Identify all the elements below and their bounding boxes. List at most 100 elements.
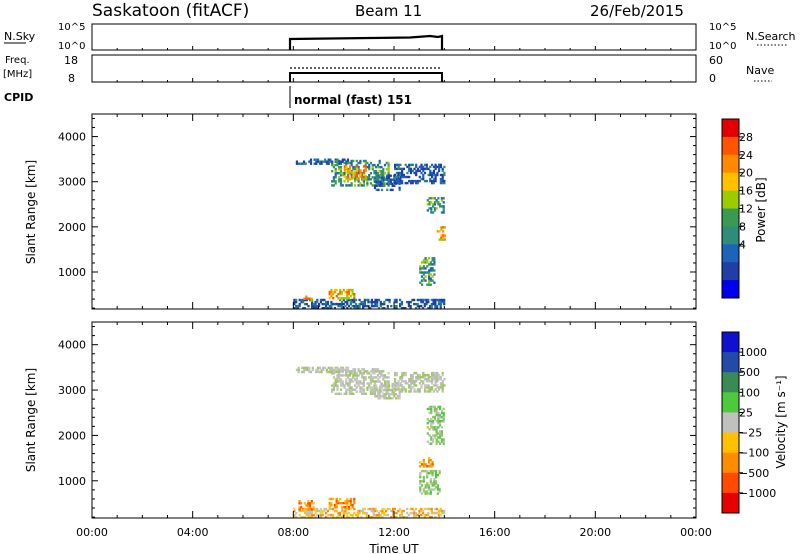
echo-cell xyxy=(426,465,429,468)
echo-cell xyxy=(341,366,344,370)
echo-cell xyxy=(349,288,352,292)
echo-cell xyxy=(426,474,429,477)
echo-cell xyxy=(423,386,427,389)
echo-cell xyxy=(348,178,351,181)
echo-cell xyxy=(368,167,371,171)
echo-cell xyxy=(373,368,376,371)
echo-cell xyxy=(349,499,352,503)
echo-cell xyxy=(395,511,398,515)
echo-cell xyxy=(408,175,411,179)
echo-cell xyxy=(349,300,352,304)
echo-cell xyxy=(352,175,355,178)
echo-cell xyxy=(431,179,434,183)
echo-cell xyxy=(336,366,339,370)
echo-cell xyxy=(429,469,432,473)
echo-cell xyxy=(339,497,342,501)
echo-cell xyxy=(293,513,296,517)
echo-cell xyxy=(302,298,305,302)
echo-cell xyxy=(310,297,313,300)
velocity-x-ticks: 00:00 04:00 08:00 12:00 16:00 20:00 00:00 xyxy=(76,322,712,539)
echo-cell xyxy=(362,184,365,187)
echo-cell xyxy=(429,277,432,280)
echo-cell xyxy=(430,511,433,515)
echo-cell xyxy=(429,490,432,493)
echo-cell xyxy=(426,482,429,485)
echo-cell xyxy=(364,376,367,379)
echo-cell xyxy=(404,371,407,375)
echo-cell xyxy=(434,507,437,511)
echo-cell xyxy=(347,290,351,294)
echo-cell xyxy=(429,482,432,485)
echo-cell xyxy=(378,170,381,173)
echo-cell xyxy=(295,300,298,304)
echo-cell xyxy=(378,392,381,395)
echo-cell xyxy=(354,178,357,181)
echo-cell xyxy=(402,386,405,389)
echo-cell xyxy=(433,201,436,204)
echo-cell xyxy=(375,380,378,383)
echo-cell xyxy=(344,511,347,515)
echo-cell xyxy=(333,307,337,310)
echo-cell xyxy=(368,174,371,177)
echo-cell xyxy=(369,172,372,175)
echo-cell xyxy=(302,300,305,304)
echo-cell xyxy=(406,175,409,179)
echo-cell xyxy=(333,302,337,306)
echo-cell xyxy=(435,409,438,413)
echo-cell xyxy=(325,302,328,306)
echo-cell xyxy=(332,386,335,389)
echo-cell xyxy=(397,177,400,181)
echo-cell xyxy=(353,297,356,300)
echo-cell xyxy=(437,415,440,419)
echo-cell xyxy=(377,176,380,179)
echo-cell xyxy=(393,178,396,181)
echo-cell xyxy=(373,395,377,398)
echo-cell xyxy=(422,265,425,268)
echo-cell xyxy=(374,513,377,517)
echo-cell xyxy=(350,175,353,178)
echo-cell xyxy=(344,507,347,511)
echo-cell xyxy=(307,516,310,519)
echo-cell xyxy=(434,177,437,181)
echo-cell xyxy=(416,167,420,171)
echo-cell xyxy=(413,167,416,171)
echo-cell xyxy=(404,373,407,377)
echo-cell xyxy=(436,307,439,310)
echo-cell xyxy=(321,511,324,515)
echo-cell xyxy=(350,370,353,373)
echo-cell xyxy=(415,181,418,185)
echo-cell xyxy=(422,461,425,464)
echo-cell xyxy=(346,382,350,385)
echo-cell xyxy=(346,300,349,304)
echo-cell xyxy=(375,376,378,379)
echo-cell xyxy=(369,376,372,379)
echo-cell xyxy=(336,376,339,379)
echo-cell xyxy=(400,509,403,513)
echo-cell xyxy=(334,378,337,381)
echo-cell xyxy=(406,300,409,304)
echo-cell xyxy=(420,469,424,473)
echo-cell xyxy=(354,374,357,377)
echo-cell xyxy=(422,371,425,375)
echo-cell xyxy=(314,516,317,519)
echo-cell xyxy=(433,484,436,487)
echo-cell xyxy=(359,184,362,187)
echo-cell xyxy=(391,386,394,390)
echo-cell xyxy=(308,366,311,370)
echo-cell xyxy=(357,172,360,175)
echo-cell xyxy=(300,516,303,519)
echo-cell xyxy=(401,371,404,375)
echo-cell xyxy=(406,516,409,519)
echo-cell xyxy=(327,162,330,165)
echo-cell xyxy=(303,516,307,519)
echo-cell xyxy=(443,378,446,381)
echo-cell xyxy=(298,502,301,505)
echo-cell xyxy=(336,368,339,371)
echo-cell xyxy=(432,165,435,169)
echo-cell xyxy=(298,304,301,308)
echo-cell xyxy=(366,386,369,389)
y-tick-label: 2000 xyxy=(58,221,86,234)
echo-cell xyxy=(397,509,400,513)
